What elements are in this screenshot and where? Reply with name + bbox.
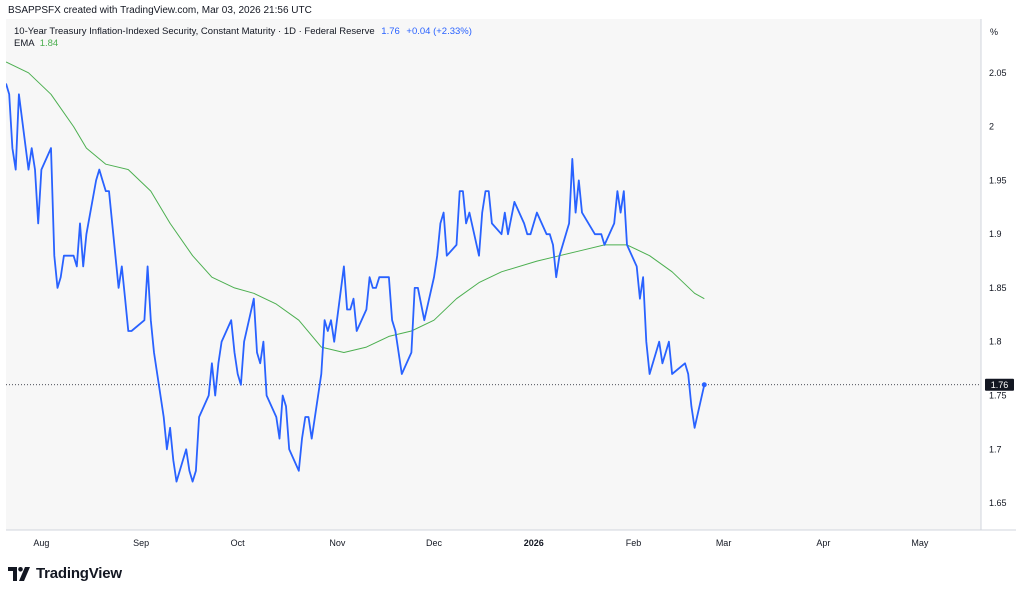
time-axis: Aug Sep Oct Nov Dec 2026 Feb Mar Apr May bbox=[33, 538, 928, 548]
x-tick-label: 2026 bbox=[524, 538, 544, 548]
y-tick-label: 1.95 bbox=[989, 175, 1007, 185]
x-tick-label: Mar bbox=[716, 538, 732, 548]
x-tick-label: Aug bbox=[33, 538, 49, 548]
tradingview-logo-icon bbox=[8, 566, 30, 581]
x-tick-label: Nov bbox=[329, 538, 346, 548]
chart-frame: 1.65 1.7 1.75 1.8 1.85 1.9 1.95 2 2.05 Aug Sep Oct… bbox=[6, 19, 1016, 548]
y-tick-label: 1.9 bbox=[989, 229, 1002, 239]
plot-area[interactable] bbox=[6, 19, 981, 530]
legend-ema-label: EMA bbox=[14, 38, 35, 49]
chart-header: BSAPPSFX created with TradingView.com, M… bbox=[8, 5, 312, 16]
legend-ema-row[interactable]: EMA 1.84 bbox=[14, 38, 472, 50]
legend: 10-Year Treasury Inflation-Indexed Secur… bbox=[14, 26, 472, 50]
last-point-marker bbox=[701, 382, 707, 388]
x-tick-label: Apr bbox=[816, 538, 830, 548]
x-tick-label: Sep bbox=[133, 538, 149, 548]
y-tick-label: 1.65 bbox=[989, 498, 1007, 508]
x-tick-label: Dec bbox=[426, 538, 443, 548]
legend-change: +0.04 (+2.33%) bbox=[406, 26, 472, 37]
y-tick-label: 1.85 bbox=[989, 283, 1007, 293]
last-price-badge bbox=[985, 378, 1014, 391]
ema-series bbox=[6, 61, 705, 353]
y-tick-label: 2.05 bbox=[989, 68, 1007, 78]
legend-series-row[interactable]: 10-Year Treasury Inflation-Indexed Secur… bbox=[14, 26, 472, 38]
last-price-text: 1.76 bbox=[991, 380, 1009, 390]
x-tick-label: Feb bbox=[626, 538, 642, 548]
y-tick-label: 2 bbox=[989, 122, 994, 132]
x-tick-label: Oct bbox=[231, 538, 246, 548]
ema-series-line[interactable] bbox=[6, 61, 705, 353]
x-tick-label: May bbox=[911, 538, 929, 548]
legend-symbol: 10-Year Treasury Inflation-Indexed Secur… bbox=[14, 26, 375, 37]
y-tick-label: 1.7 bbox=[989, 444, 1002, 454]
last-price-label: 1.76 bbox=[985, 378, 1014, 391]
unit-label: % bbox=[990, 27, 999, 37]
tips-series bbox=[6, 83, 707, 483]
y-tick-label: 1.8 bbox=[989, 337, 1002, 347]
legend-ema-value: 1.84 bbox=[39, 38, 59, 49]
legend-last-value: 1.76 bbox=[381, 26, 400, 37]
price-axis: 1.65 1.7 1.75 1.8 1.85 1.9 1.95 2 2.05 bbox=[989, 68, 1007, 508]
tips-series-line[interactable] bbox=[6, 83, 706, 483]
y-tick-label: 1.75 bbox=[989, 391, 1007, 401]
tradingview-logo-text: TradingView bbox=[36, 565, 122, 582]
tradingview-logo[interactable]: TradingView bbox=[8, 565, 122, 582]
